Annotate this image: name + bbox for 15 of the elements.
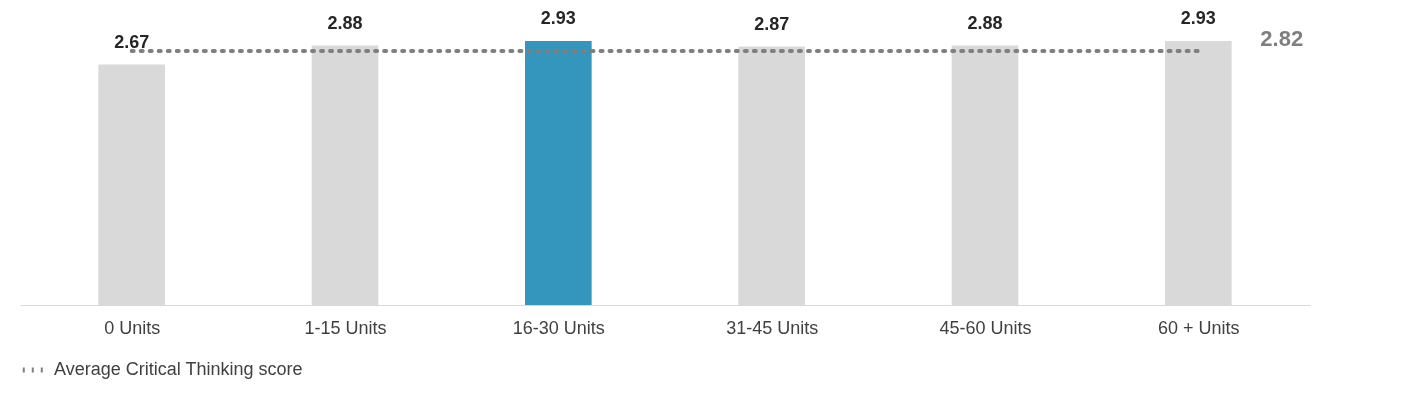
data-label: 2.87 <box>754 13 790 34</box>
bar <box>525 41 592 305</box>
data-label: 2.93 <box>1180 8 1216 29</box>
x-tick-label: 1-15 Units <box>304 317 387 338</box>
x-tick-label: 45-60 Units <box>939 317 1032 338</box>
x-tick-label: 16-30 Units <box>512 317 605 338</box>
data-label: 2.88 <box>967 12 1003 33</box>
legend-label: Average Critical Thinking score <box>54 359 303 379</box>
x-tick-label: 31-45 Units <box>726 317 819 338</box>
annotation: 2.82 <box>1260 26 1304 52</box>
data-label: 2.88 <box>327 12 363 33</box>
data-label: 2.93 <box>540 8 576 29</box>
x-tick-label: 0 Units <box>104 317 161 338</box>
x-tick-label: 60 + Units <box>1158 317 1240 338</box>
data-label: 2.67 <box>114 31 150 52</box>
